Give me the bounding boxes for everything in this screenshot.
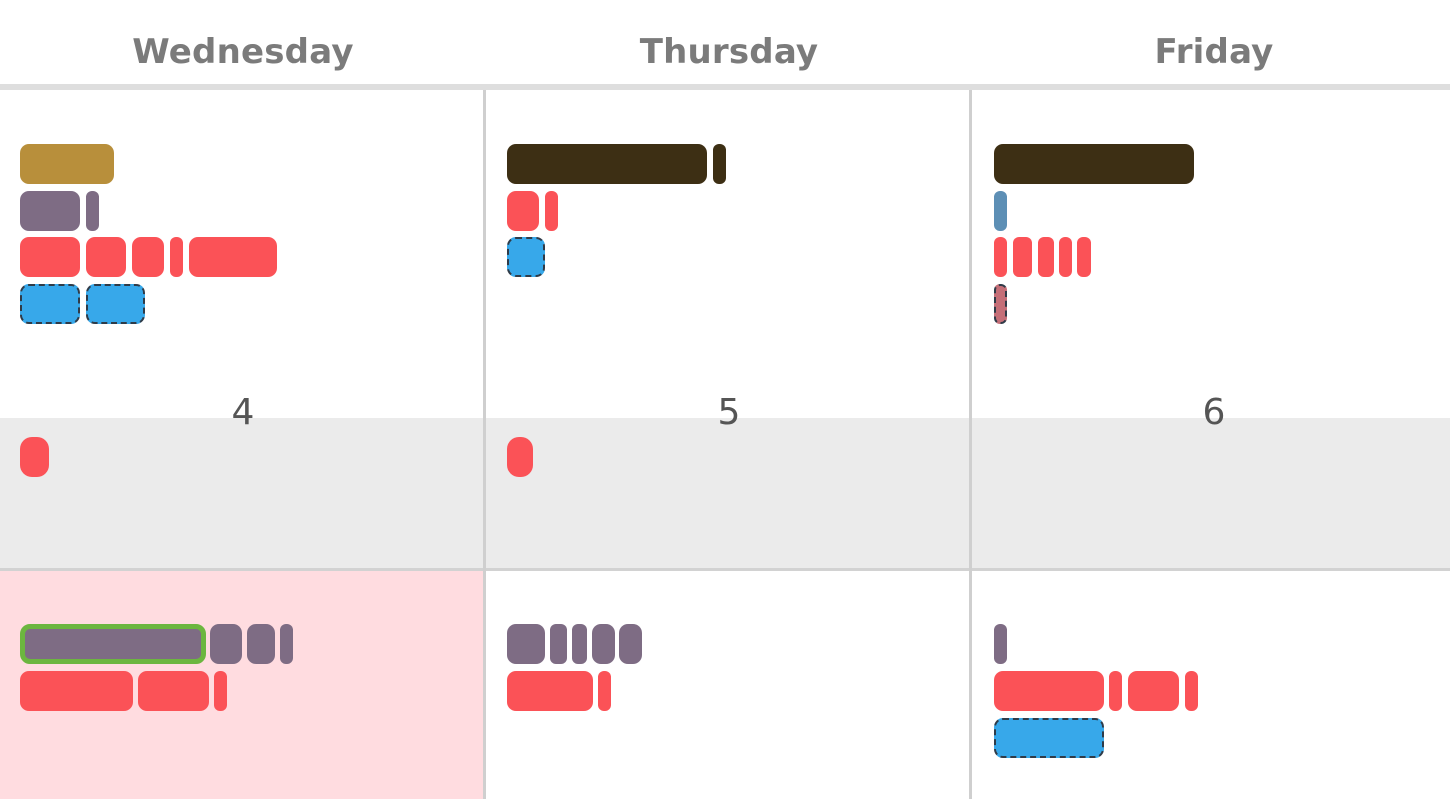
- event-block[interactable]: [994, 624, 1007, 664]
- event-block[interactable]: [189, 237, 277, 277]
- event-block[interactable]: [210, 624, 242, 664]
- event-block[interactable]: [20, 191, 80, 231]
- event-block[interactable]: [592, 624, 615, 664]
- event-block[interactable]: [598, 671, 611, 711]
- header-divider: [0, 84, 1450, 90]
- all-day-band: [0, 418, 1450, 568]
- date-number-wednesday[interactable]: 4: [231, 392, 255, 433]
- event-block[interactable]: [170, 237, 183, 277]
- event-block[interactable]: [545, 191, 558, 231]
- event-block[interactable]: [1109, 671, 1122, 711]
- event-block-tentative[interactable]: [994, 284, 1007, 324]
- event-block[interactable]: [550, 624, 567, 664]
- event-block[interactable]: [619, 624, 642, 664]
- event-block[interactable]: [1185, 671, 1198, 711]
- event-block-selected[interactable]: [20, 624, 206, 664]
- event-block[interactable]: [1077, 237, 1091, 277]
- event-block-tentative[interactable]: [507, 237, 545, 277]
- event-block[interactable]: [1128, 671, 1179, 711]
- event-block[interactable]: [20, 144, 114, 184]
- event-block[interactable]: [20, 671, 133, 711]
- day-header-wednesday: Wednesday: [132, 32, 354, 72]
- event-block[interactable]: [994, 191, 1007, 231]
- calendar-header: Wednesday Thursday Friday: [0, 0, 1450, 84]
- event-block[interactable]: [138, 671, 209, 711]
- event-block[interactable]: [994, 144, 1194, 184]
- event-block[interactable]: [507, 144, 707, 184]
- date-number-thursday[interactable]: 5: [717, 392, 741, 433]
- event-block[interactable]: [1059, 237, 1072, 277]
- event-block-tentative[interactable]: [20, 284, 80, 324]
- column-divider-1: [483, 90, 486, 799]
- event-block[interactable]: [1013, 237, 1032, 277]
- event-block[interactable]: [86, 237, 126, 277]
- event-block[interactable]: [713, 144, 726, 184]
- event-block[interactable]: [572, 624, 587, 664]
- day-header-friday: Friday: [1154, 32, 1274, 72]
- event-block[interactable]: [132, 237, 164, 277]
- event-block[interactable]: [507, 191, 539, 231]
- event-block[interactable]: [214, 671, 227, 711]
- event-block[interactable]: [20, 237, 80, 277]
- event-block[interactable]: [994, 237, 1007, 277]
- event-block[interactable]: [507, 624, 545, 664]
- date-number-friday[interactable]: 6: [1202, 392, 1226, 433]
- event-block[interactable]: [994, 671, 1104, 711]
- event-block[interactable]: [247, 624, 275, 664]
- column-divider-2: [969, 90, 972, 799]
- row-divider: [0, 568, 1450, 571]
- event-block[interactable]: [280, 624, 293, 664]
- event-block[interactable]: [20, 437, 49, 477]
- event-block[interactable]: [507, 437, 533, 477]
- day-header-thursday: Thursday: [639, 32, 819, 72]
- event-block[interactable]: [507, 671, 593, 711]
- event-block-tentative[interactable]: [994, 718, 1104, 758]
- event-block[interactable]: [86, 191, 99, 231]
- event-block[interactable]: [1038, 237, 1054, 277]
- event-block-tentative[interactable]: [86, 284, 145, 324]
